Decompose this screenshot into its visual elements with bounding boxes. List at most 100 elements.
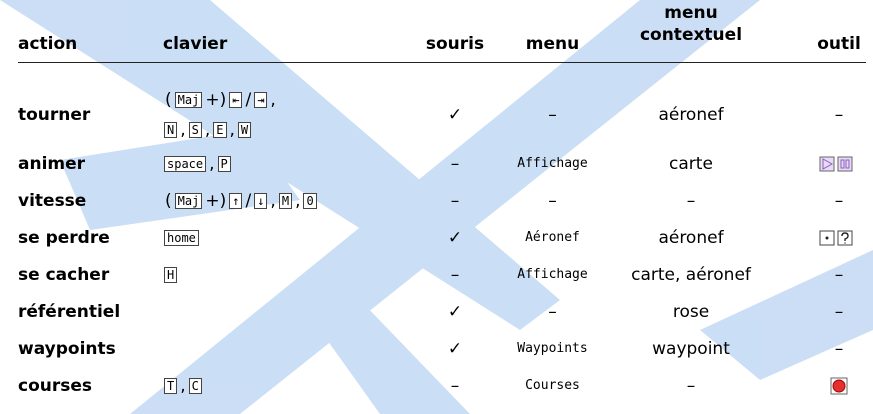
key: M: [278, 192, 293, 209]
text: (: [165, 90, 172, 110]
header-cell: action: [18, 34, 78, 54]
key: T: [164, 377, 178, 394]
table-row: waypoints ✓ Waypoints waypoint –: [18, 330, 866, 367]
action-cell: courses: [18, 375, 93, 396]
key: Maj: [174, 92, 203, 108]
text: ,: [180, 120, 186, 140]
menu-cell: Affichage: [517, 156, 588, 171]
key: W: [237, 122, 252, 138]
action-cell: animer: [18, 153, 86, 174]
menu-cell: –: [548, 105, 557, 125]
table-body: tourner(Maj +) ⇤ / ⇥, N, S, E, W ✓ – aéronef – animer…: [18, 63, 866, 404]
text: ,: [180, 375, 186, 396]
tool-cell: –: [834, 338, 844, 359]
keyboard-line: space, P: [163, 149, 410, 179]
mouse-cell: –: [450, 375, 460, 396]
tool-icons: [819, 156, 853, 171]
keyboard-cell: space, P: [163, 149, 410, 179]
keyboard-line: T,C: [163, 371, 410, 401]
table: action clavier souris menu menu contextu…: [18, 0, 866, 404]
menu-cell: –: [548, 190, 557, 211]
menu-cell: Aéronef: [525, 230, 580, 245]
text: ,: [295, 190, 301, 211]
key: Maj: [174, 192, 203, 209]
table-row: se perdre home ✓ Aéronef aéronef: [18, 219, 866, 256]
menu-cell: Courses: [525, 378, 580, 393]
text: /: [245, 90, 252, 110]
text: ,: [270, 190, 276, 211]
key: space: [164, 155, 207, 172]
keyboard-line: H: [163, 260, 410, 290]
key: ↑: [229, 192, 243, 209]
key: H: [164, 266, 178, 283]
keyboard-line: home: [163, 223, 410, 253]
keyboard-cell: (Maj +) ⇤ / ⇥, N, S, E, W: [163, 85, 410, 145]
mouse-cell: –: [450, 264, 460, 285]
keyboard-cell: H: [163, 260, 410, 290]
key: N: [164, 122, 178, 138]
header-cell: souris: [425, 34, 485, 54]
keyboard-cell: T,C: [163, 371, 410, 401]
key: home: [164, 229, 199, 246]
mouse-cell: ✓: [447, 105, 463, 125]
header-cell: clavier: [163, 34, 228, 54]
key: C: [188, 377, 202, 394]
mouse-cell: ✓: [447, 338, 463, 359]
key: S: [188, 122, 202, 138]
context-cell: –: [686, 190, 696, 211]
mouse-cell: –: [450, 153, 460, 174]
key: ⇥: [254, 92, 268, 108]
table-row: tourner(Maj +) ⇤ / ⇥, N, S, E, W ✓ – aéronef –: [18, 85, 866, 145]
text: ,: [204, 120, 211, 140]
header-row: action clavier souris menu menu contextu…: [18, 0, 866, 63]
menu-cell: Waypoints: [517, 341, 588, 356]
context-cell: rose: [672, 301, 710, 322]
text: +): [205, 90, 227, 110]
action-cell: waypoints: [18, 338, 116, 359]
table-row: se cacher H – Affichage carte, aéronef –: [18, 256, 866, 293]
menu-cell: Affichage: [517, 267, 588, 282]
table-row: animer space, P – Affichage carte: [18, 145, 866, 182]
tool-cell: –: [834, 301, 844, 322]
text: ,: [209, 153, 215, 174]
tool-icon: [830, 377, 848, 394]
keyboard-cell: home: [163, 223, 410, 253]
text: +): [205, 190, 227, 211]
context-cell: aéronef: [658, 227, 724, 248]
context-cell: carte: [669, 153, 713, 174]
action-cell: vitesse: [18, 190, 87, 211]
mouse-cell: ✓: [447, 227, 463, 248]
action-cell: tourner: [18, 105, 91, 125]
key: 0: [303, 192, 317, 209]
header-cell: menu contextuel: [639, 3, 743, 45]
context-cell: carte, aéronef: [631, 264, 751, 285]
mouse-cell: ✓: [447, 301, 463, 322]
table-row: courses T, C – Courses –: [18, 367, 866, 404]
table-row: référentiel ✓ – rose –: [18, 293, 866, 330]
text: (: [165, 190, 172, 211]
header-cell: outil: [817, 34, 861, 54]
action-cell: référentiel: [18, 301, 121, 322]
tool-cell: –: [834, 105, 844, 125]
key: ⇤: [229, 92, 243, 108]
text: ,: [229, 120, 235, 140]
table-row: vitesse(Maj +) ↑ / ↓, M, 0– – – –: [18, 182, 866, 219]
action-cell: se perdre: [18, 227, 110, 248]
mouse-cell: –: [450, 190, 460, 211]
text: /: [245, 190, 252, 211]
keyboard-line: (Maj +) ⇤ / ⇥,: [163, 85, 410, 115]
context-cell: –: [686, 375, 696, 396]
tool-cell: [777, 154, 866, 174]
keyboard-line: (Maj +) ↑ / ↓, M, 0: [163, 186, 410, 216]
action-cell: se cacher: [18, 264, 110, 285]
context-cell: aéronef: [658, 105, 724, 125]
text: ,: [270, 90, 276, 110]
key: ↓: [254, 192, 268, 209]
context-cell: waypoint: [652, 338, 730, 359]
menu-cell: –: [548, 301, 557, 322]
tool-cell: –: [834, 264, 844, 285]
tool-cell: –: [834, 190, 844, 211]
keyboard-cell: (Maj +) ↑ / ↓, M, 0: [163, 186, 410, 216]
